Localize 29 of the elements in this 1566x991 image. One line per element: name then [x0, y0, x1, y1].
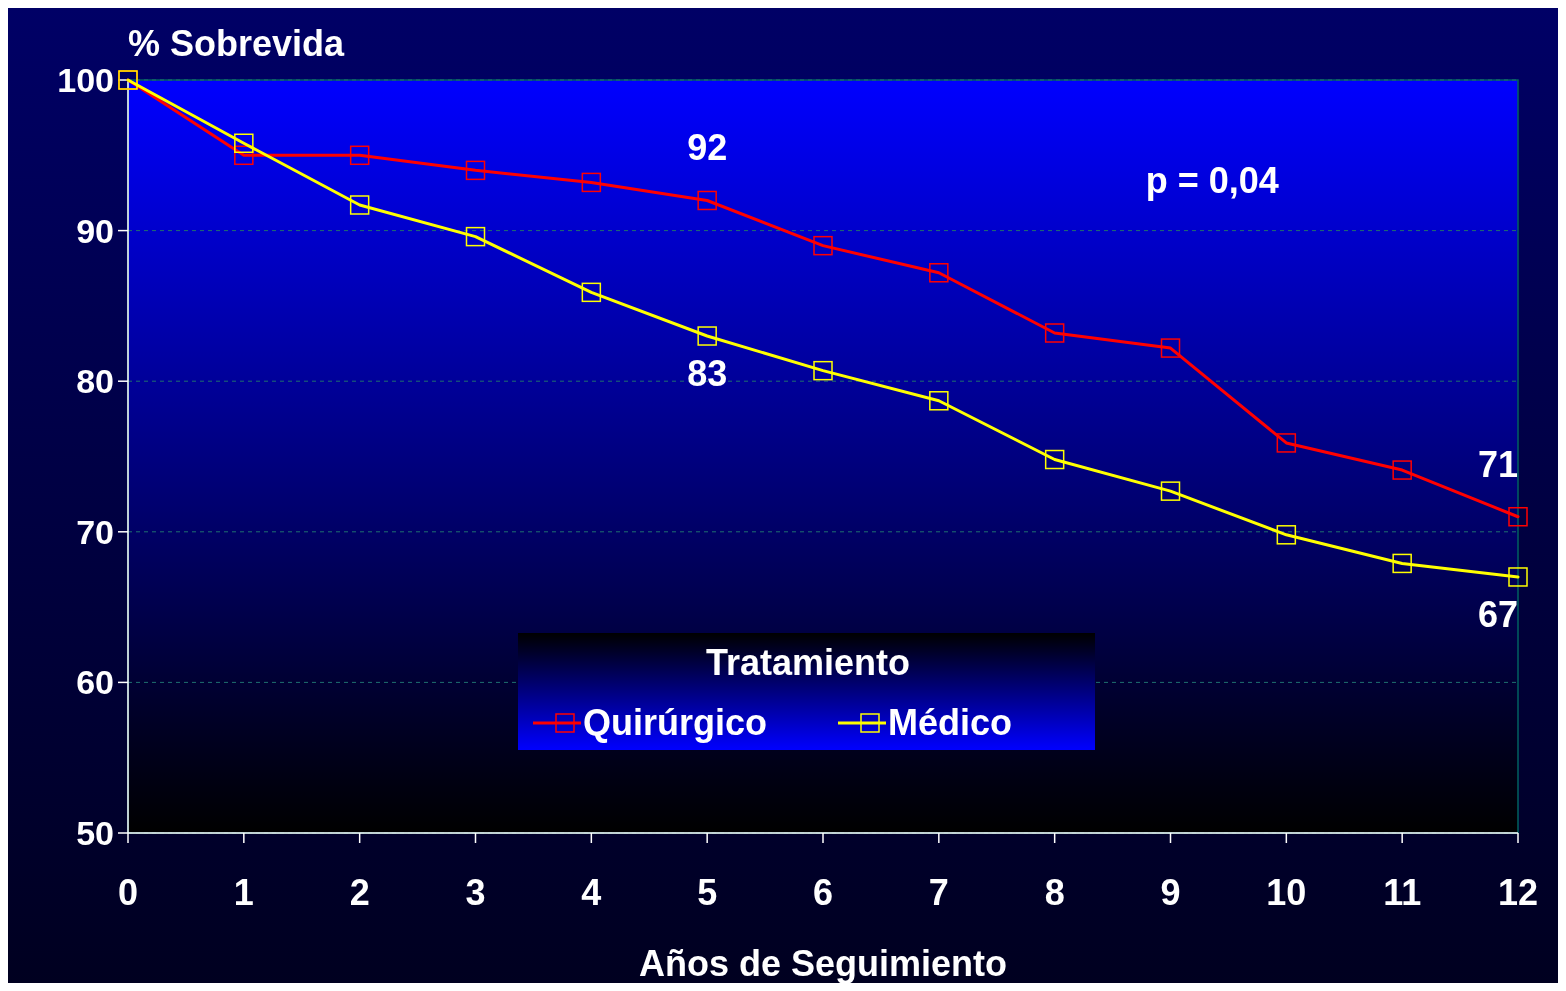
y-tick-label: 50 — [76, 814, 114, 852]
x-tick-label: 7 — [928, 872, 949, 913]
x-tick-label: 12 — [1497, 872, 1539, 913]
x-tick-label: 5 — [697, 872, 718, 913]
x-tick-label: 8 — [1044, 872, 1065, 913]
x-tick-label: 9 — [1160, 872, 1181, 913]
data-label: 67 — [1477, 593, 1518, 635]
legend-label: Quirúrgico — [583, 702, 768, 743]
data-label: 83 — [687, 353, 728, 395]
x-tick-label: 6 — [812, 872, 834, 913]
data-label: 71 — [1477, 443, 1518, 485]
x-tick-label: 3 — [465, 872, 486, 913]
y-tick-label: 100 — [57, 61, 114, 99]
x-tick-label: 1 — [233, 872, 254, 913]
x-tick-label: 10 — [1266, 872, 1307, 913]
x-tick-label: 2 — [349, 872, 370, 913]
y-tick-label: 80 — [76, 362, 114, 401]
y-tick-label: 90 — [76, 211, 114, 250]
annotation: p = 0,04 — [1145, 160, 1279, 201]
data-label: 92 — [687, 127, 728, 169]
x-axis-title: Años de Seguimiento — [638, 943, 1008, 984]
x-tick-label: 0 — [117, 872, 139, 913]
x-tick-label: 11 — [1383, 872, 1422, 913]
legend-label: Médico — [888, 702, 1013, 743]
y-tick-label: 60 — [76, 663, 114, 702]
legend-title: Tratamiento — [705, 642, 911, 683]
y-axis-title: % Sobrevida — [128, 23, 346, 64]
x-tick-label: 4 — [581, 872, 602, 913]
y-tick-label: 70 — [76, 512, 114, 551]
